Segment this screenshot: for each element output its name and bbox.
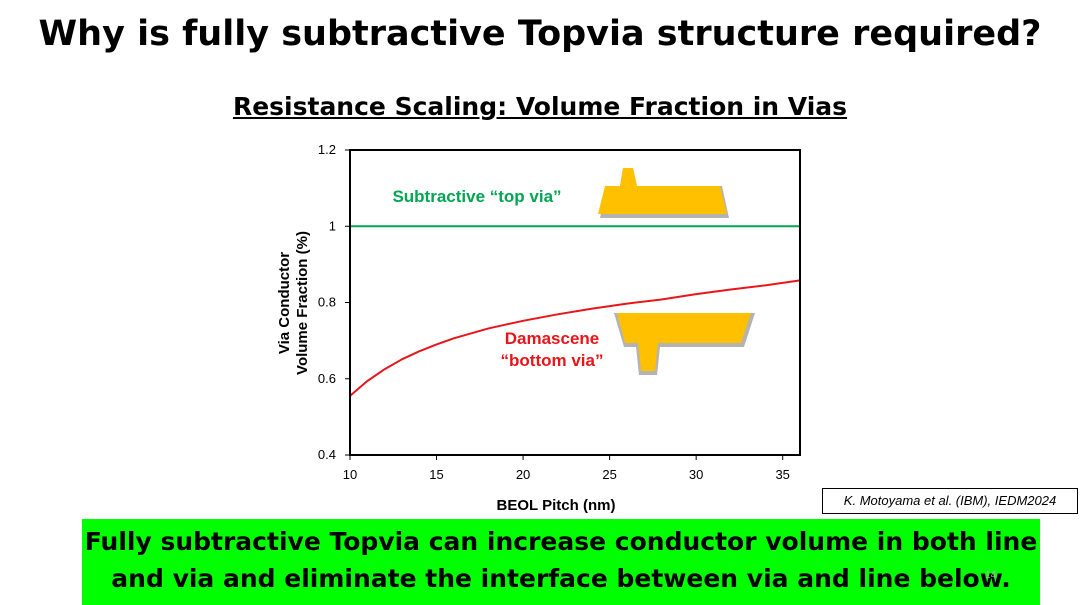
y-tick-label: 0.8 <box>318 295 336 310</box>
bottom-via-structure-icon <box>614 313 755 375</box>
chart-title: Resistance Scaling: Volume Fraction in V… <box>232 92 848 121</box>
x-tick-label: 25 <box>602 467 616 482</box>
x-tick-label: 30 <box>689 467 703 482</box>
series-line-damascene <box>349 279 801 397</box>
damascene-annotation-line-2: “bottom via” <box>501 351 604 370</box>
axis-ticks: 10 15 20 25 30 35 0.4 0.6 0.8 1 1.2 <box>318 142 790 482</box>
x-tick-label: 15 <box>429 467 443 482</box>
slide-title: Why is fully subtractive Topvia structur… <box>38 14 1042 54</box>
x-tick-label: 10 <box>343 467 357 482</box>
y-tick-label: 1.2 <box>318 142 336 157</box>
subtractive-annotation: Subtractive “top via” <box>392 187 561 206</box>
chart-series <box>349 225 801 397</box>
page-number: 14 <box>985 570 997 581</box>
x-tick-label: 35 <box>775 467 789 482</box>
callout-line-1: Fully subtractive Topvia can increase co… <box>84 527 1038 556</box>
y-tick-label: 0.4 <box>318 447 336 462</box>
damascene-annotation-line-1: Damascene <box>505 329 600 348</box>
citation-box: K. Motoyama et al. (IBM), IEDM2024 <box>822 488 1078 514</box>
y-axis-label-line-2: Volume Fraction (%) <box>294 231 311 375</box>
topvia-structure-icon <box>598 168 729 218</box>
y-tick-label: 1 <box>329 218 336 233</box>
callout-line-2: and via and eliminate the interface betw… <box>111 564 1011 593</box>
summary-callout: Fully subtractive Topvia can increase co… <box>82 519 1040 605</box>
x-axis-label: BEOL Pitch (nm) <box>497 497 616 514</box>
plot-frame <box>349 149 801 456</box>
x-tick-label: 20 <box>516 467 530 482</box>
y-axis-label-line-1: Via Conductor <box>276 252 293 354</box>
y-tick-label: 0.6 <box>318 371 336 386</box>
